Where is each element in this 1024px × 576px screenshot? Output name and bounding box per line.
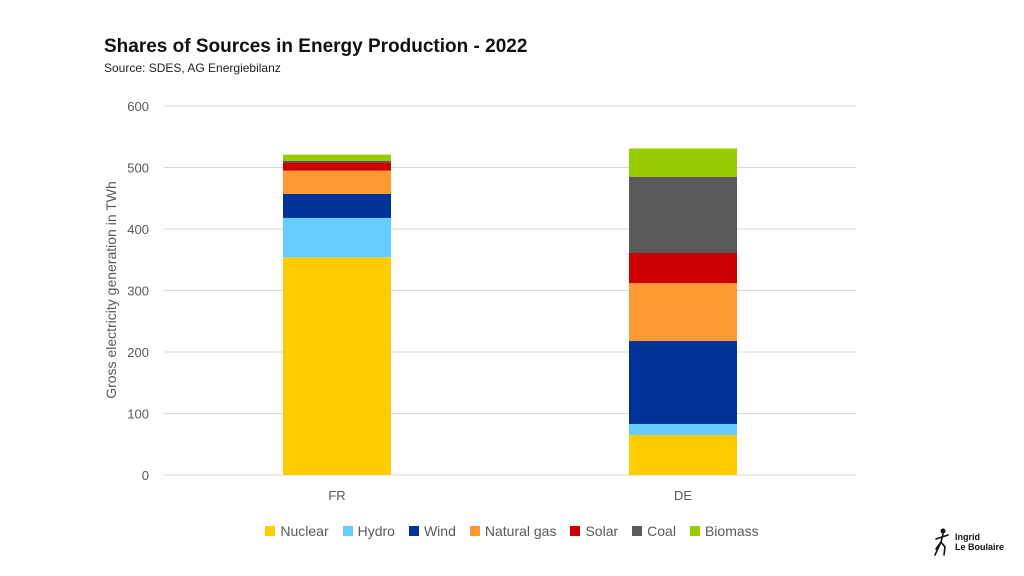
person-icon (934, 528, 949, 556)
legend-swatch (570, 526, 581, 536)
bar-segment-de-coal (629, 176, 737, 253)
bar-segment-fr-natural-gas (283, 170, 391, 194)
legend-item: Nuclear (265, 523, 329, 539)
bars (283, 148, 737, 475)
y-tick-label: 400 (127, 222, 149, 237)
bar-segment-de-nuclear (629, 435, 737, 475)
x-tick-label: DE (674, 488, 692, 503)
bar-segment-de-natural-gas (629, 283, 737, 341)
legend-swatch (408, 526, 419, 536)
x-tick-label: FR (328, 488, 345, 503)
bar-segment-fr-solar (283, 162, 391, 171)
bar-segment-fr-nuclear (283, 257, 391, 475)
bar-segment-fr-hydro (283, 217, 391, 258)
legend-item: Hydro (342, 523, 395, 539)
chart-subtitle: Source: SDES, AG Energiebilanz (104, 61, 281, 75)
y-tick-label: 500 (127, 161, 149, 176)
legend-swatch (689, 526, 700, 536)
legend-label: Wind (423, 523, 456, 539)
y-tick-label: 300 (127, 284, 149, 299)
bar-segment-de-solar (629, 252, 737, 284)
chart-title: Shares of Sources in Energy Production -… (104, 36, 528, 57)
legend-item: Wind (408, 523, 456, 539)
chart-legend: Nuclear Hydro Wind Natural gas Solar Coal Biom… (0, 523, 1024, 539)
bar-segment-fr-wind (283, 193, 391, 218)
bar-segment-de-wind (629, 340, 737, 424)
y-tick-label: 600 (127, 99, 149, 114)
legend-label: Coal (647, 523, 676, 539)
y-tick-label: 200 (127, 345, 149, 360)
y-tick-label: 0 (142, 468, 149, 483)
legend-label: Nuclear (280, 523, 329, 539)
legend-swatch (469, 526, 480, 536)
legend-label: Biomass (704, 523, 759, 539)
brand-logo: Ingrid Le Boulaire (932, 524, 1012, 560)
legend-swatch (265, 526, 276, 536)
y-axis-label: Gross electricity generation in TWh (103, 181, 119, 399)
y-axis-ticks: 0 100 200 300 400 500 600 (127, 99, 149, 483)
x-axis-ticks: FR DE (328, 488, 692, 503)
legend-label: Hydro (357, 523, 395, 539)
legend-swatch (632, 526, 643, 536)
bar-segment-de-hydro (629, 423, 737, 436)
legend-label: Solar (585, 523, 619, 539)
y-tick-label: 100 (127, 407, 149, 422)
bar-segment-fr-coal (283, 160, 391, 163)
bar-segment-fr-biomass (283, 154, 391, 161)
legend-label: Natural gas (484, 523, 557, 539)
gridlines (164, 105, 856, 476)
brand-line-2: Le Boulaire (955, 542, 1005, 552)
legend-swatch (342, 526, 353, 536)
legend-item: Solar (570, 523, 618, 539)
brand-line-1: Ingrid (955, 532, 980, 542)
legend-item: Coal (632, 523, 676, 539)
legend-item: Natural gas (469, 523, 557, 539)
legend-item: Biomass (689, 523, 759, 539)
bar-segment-de-biomass (629, 148, 737, 177)
